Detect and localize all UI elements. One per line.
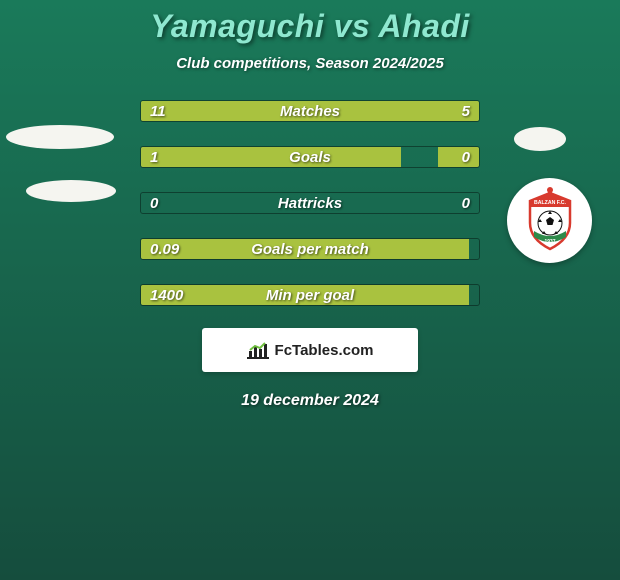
left-player-ellipse-1 [6,125,114,149]
date-text: 19 december 2024 [0,392,620,410]
stat-row: 115Matches [140,100,480,122]
stat-label: Min per goal [140,287,480,304]
stat-label: Matches [140,103,480,120]
page-title: Yamaguchi vs Ahadi [0,0,620,45]
page-subtitle: Club competitions, Season 2024/2025 [0,55,620,72]
left-player-ellipse-2 [26,180,116,202]
attribution-text: FcTables.com [275,342,374,359]
content-container: Yamaguchi vs Ahadi Club competitions, Se… [0,0,620,580]
stat-row: 0.09Goals per match [140,238,480,260]
attribution-box[interactable]: FcTables.com [202,328,418,372]
svg-text:1937: 1937 [544,239,555,245]
stat-label: Goals [140,149,480,166]
right-club-badge: BALZAN F.C. 1937 [507,178,592,263]
chart-icon [247,341,269,359]
stat-row: 10Goals [140,146,480,168]
stat-row: 00Hattricks [140,192,480,214]
svg-text:BALZAN F.C.: BALZAN F.C. [534,200,567,206]
right-player-ellipse [514,127,566,151]
stat-label: Hattricks [140,195,480,212]
balzan-crest-icon: BALZAN F.C. 1937 [516,187,584,255]
stat-label: Goals per match [140,241,480,258]
stat-row: 1400Min per goal [140,284,480,306]
